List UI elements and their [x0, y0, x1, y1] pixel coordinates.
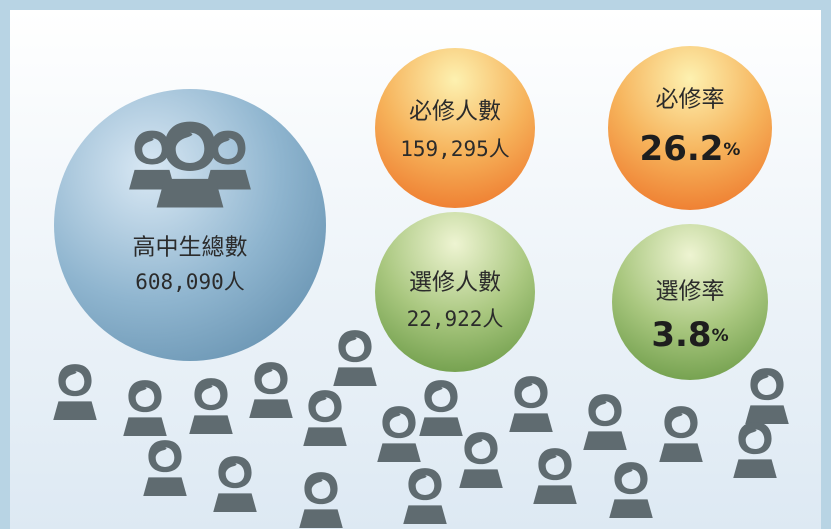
elective-rate-circle	[612, 224, 768, 380]
elective-rate-label: 選修率	[656, 279, 725, 305]
required-label: 必修人數	[409, 99, 501, 125]
required-rate-circle	[608, 46, 772, 210]
required-rate-value: 26.2%	[640, 129, 741, 169]
elective-rate-value: 3.8%	[651, 315, 728, 355]
required-value: 159,295人	[400, 137, 510, 161]
rate-unit: %	[723, 140, 740, 160]
total-circle	[54, 89, 326, 361]
total-value: 608,090人	[135, 270, 245, 294]
elective-label: 選修人數	[409, 270, 501, 296]
required-circle	[375, 48, 535, 208]
required-rate-label: 必修率	[656, 87, 725, 113]
elective-circle	[375, 212, 535, 372]
rate-number: 26.2	[640, 129, 724, 169]
elective-value: 22,922人	[407, 307, 504, 331]
rate-unit: %	[712, 326, 729, 346]
rate-number: 3.8	[651, 315, 711, 355]
total-label: 高中生總數	[133, 235, 248, 261]
